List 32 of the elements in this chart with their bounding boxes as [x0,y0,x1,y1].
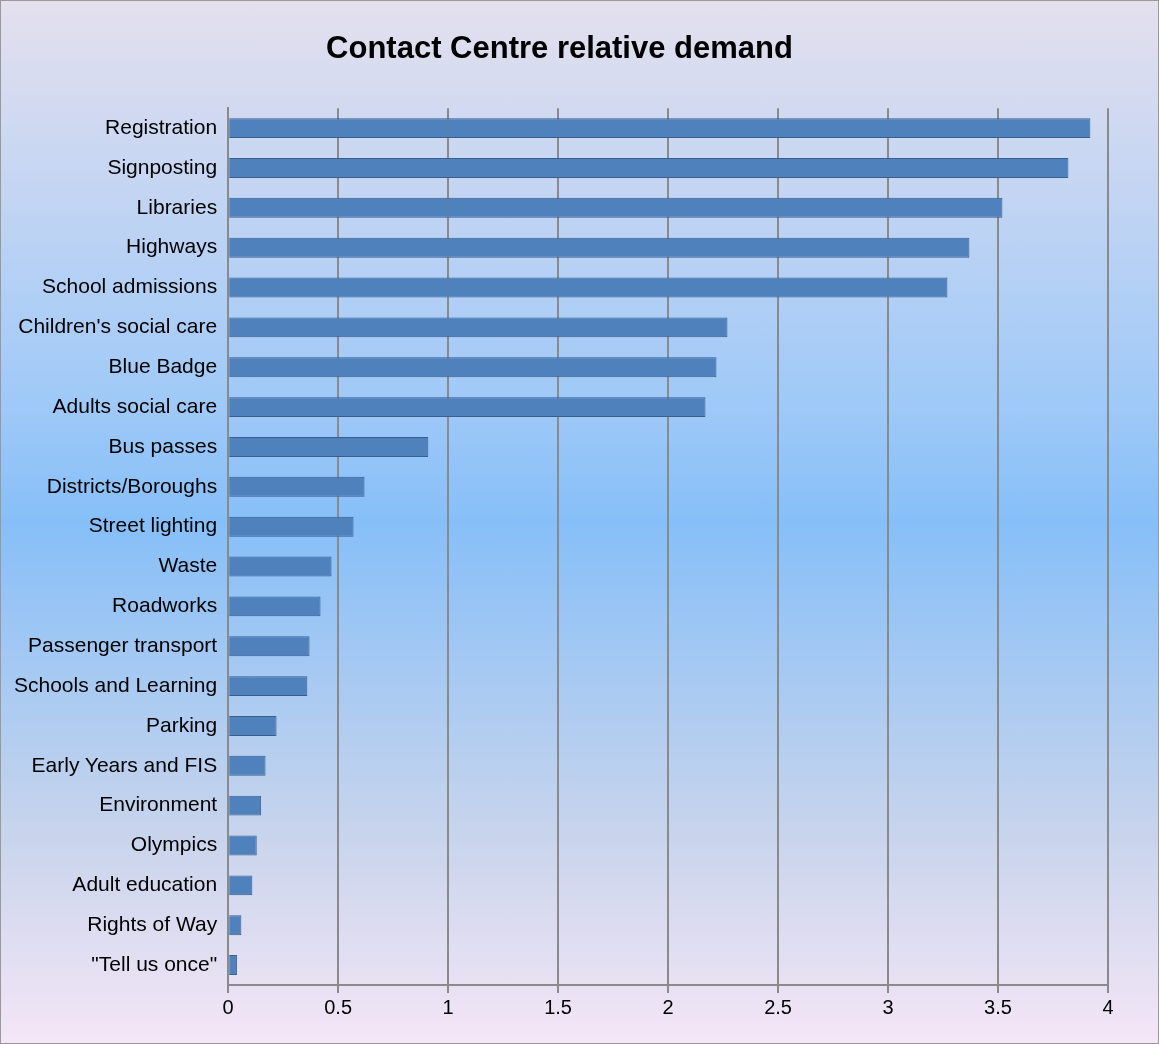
y-tick-label: Olympics [130,832,218,856]
y-tick-label: Schools and Learning [13,672,218,696]
y-tick-label: Blue Badge [108,354,218,378]
y-tick-label: School admissions [42,274,218,298]
y-tick-label: Environment [99,792,218,816]
y-tick-label: Bus passes [108,433,218,457]
y-tick-label: Waste [158,553,218,577]
x-tick-label: 2.5 [764,995,792,1018]
y-tick-label: Roadworks [112,593,218,617]
y-tick-label: Adult education [72,872,218,896]
y-tick-label: Children's social care [18,314,218,338]
x-tick-label: 0.5 [324,995,353,1018]
chart-title: Contact Centre relative demand [326,30,793,66]
x-tick-label: 3.5 [984,995,1012,1018]
y-tick-label: Early Years and FIS [31,752,218,776]
y-tick-label: Street lighting [88,513,218,537]
x-tick-label: 1.5 [544,995,572,1018]
y-tick-label: Rights of Way [87,912,218,936]
y-tick-label: Signposting [107,154,218,178]
y-tick-label: Libraries [136,194,218,218]
y-tick-label: Registration [105,114,218,138]
y-tick-label: Parking [145,712,218,736]
x-tick-label: 0 [222,995,234,1018]
y-tick-label: Districts/Boroughs [46,473,218,497]
x-tick-label: 3 [882,995,894,1018]
y-tick-label: Adults social care [52,393,218,417]
y-tick-label: Passenger transport [28,633,218,657]
x-tick-label: 1 [442,995,454,1018]
x-tick-label: 4 [1102,995,1114,1018]
x-tick-label: 2 [662,995,674,1018]
y-tick-label: "Tell us once" [91,951,218,975]
y-tick-label: Highways [126,234,218,258]
